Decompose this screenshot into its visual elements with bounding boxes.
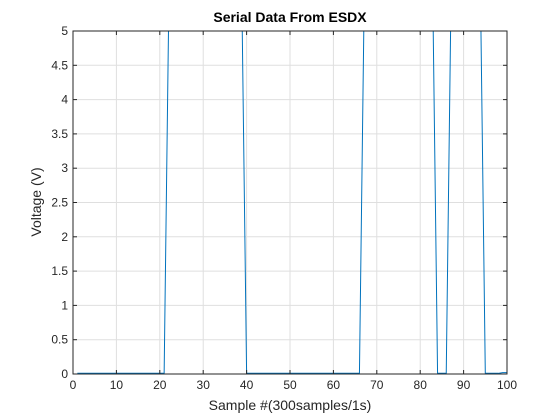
y-tick-label: 2 xyxy=(61,230,68,244)
x-tick-label: 30 xyxy=(197,378,211,392)
chart-title: Serial Data From ESDX xyxy=(213,9,367,25)
x-tick-label: 50 xyxy=(283,378,297,392)
y-tick-label: 3.5 xyxy=(51,127,68,141)
y-tick-label: 5 xyxy=(61,24,68,38)
x-tick-label: 80 xyxy=(414,378,428,392)
y-tick-label: 4.5 xyxy=(51,58,68,72)
y-tick-label: 0.5 xyxy=(51,333,68,347)
x-tick-label: 20 xyxy=(153,378,167,392)
x-tick-label: 0 xyxy=(70,378,77,392)
tick-labels: 0 10 20 30 40 50 60 70 80 90 100 0 0.5 1 1.5 2 2.5 3 3.5 4 4… xyxy=(51,24,517,392)
x-tick-label: 10 xyxy=(110,378,124,392)
x-tick-label: 100 xyxy=(497,378,517,392)
x-tick-label: 70 xyxy=(370,378,384,392)
x-tick-label: 60 xyxy=(327,378,341,392)
y-tick-label: 3 xyxy=(61,161,68,175)
x-tick-label: 90 xyxy=(457,378,471,392)
y-tick-label: 1 xyxy=(61,298,68,312)
y-tick-label: 2.5 xyxy=(51,196,68,210)
x-tick-label: 40 xyxy=(240,378,254,392)
y-tick-label: 1.5 xyxy=(51,264,68,278)
tick-marks xyxy=(72,30,508,375)
x-axis-label: Sample #(300samples/1s) xyxy=(209,397,372,413)
y-tick-label: 4 xyxy=(61,93,68,107)
y-tick-label: 0 xyxy=(61,367,68,381)
y-axis-label: Voltage (V) xyxy=(28,167,44,236)
